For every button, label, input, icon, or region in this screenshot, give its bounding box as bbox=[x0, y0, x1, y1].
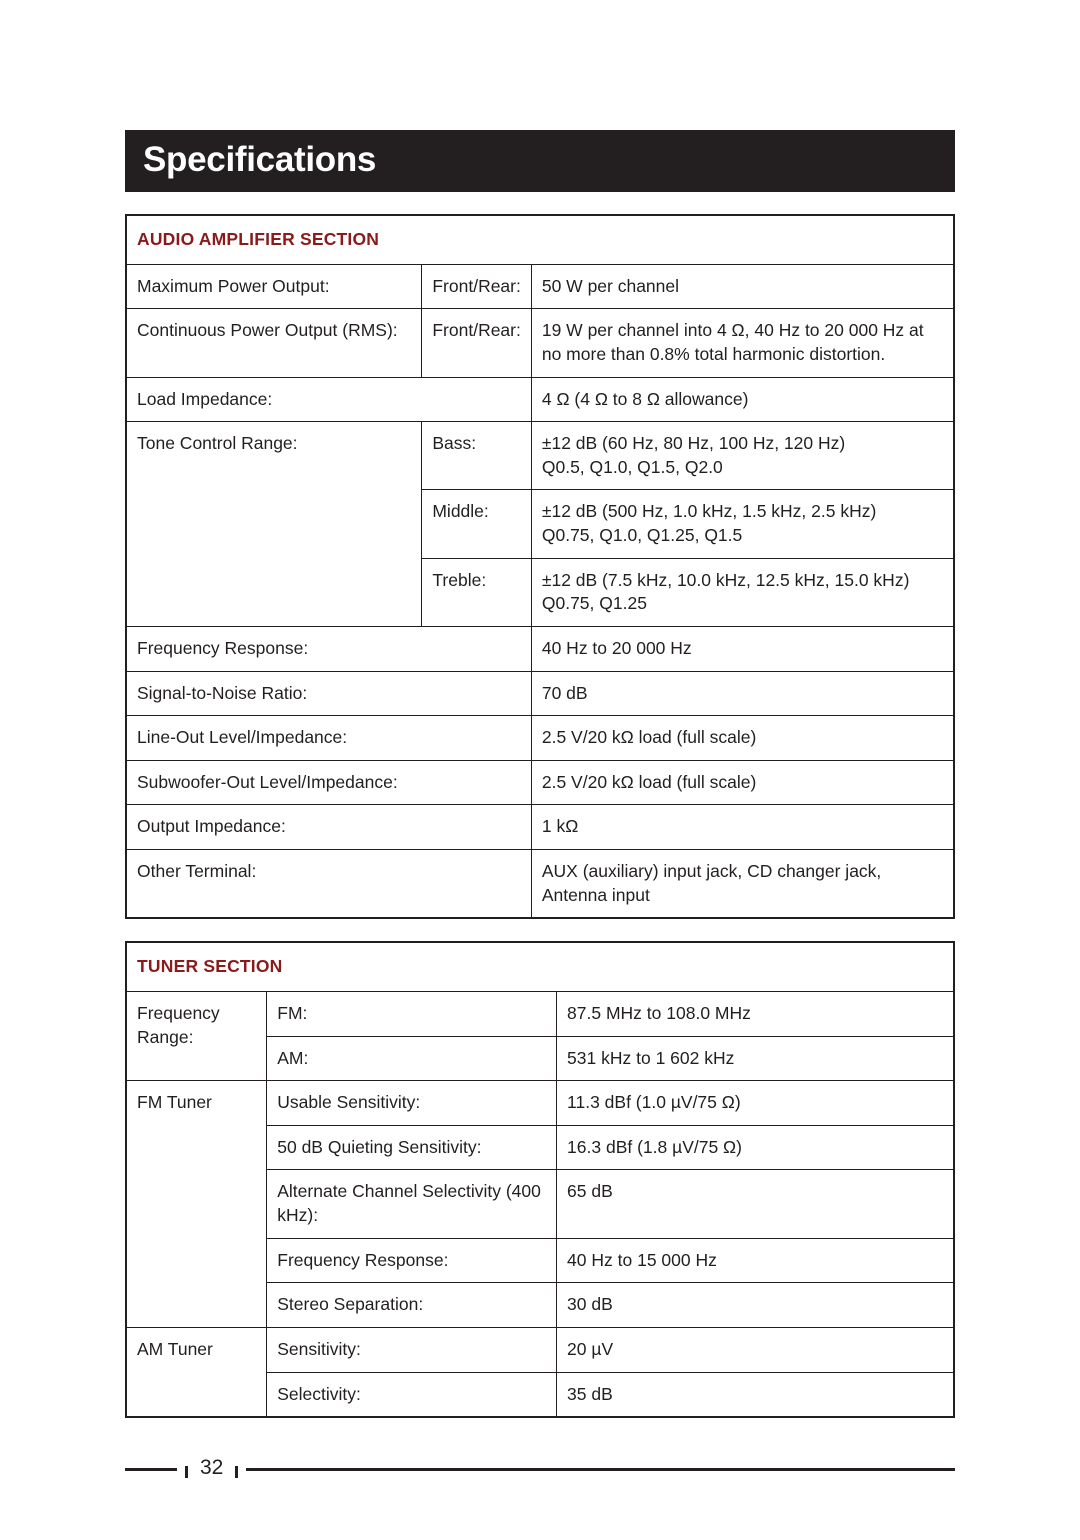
table-row: Maximum Power Output: Front/Rear: 50 W p… bbox=[126, 264, 954, 309]
spec-label: Load Impedance: bbox=[126, 377, 531, 422]
spec-label: Line-Out Level/Impedance: bbox=[126, 716, 531, 761]
table-row: AM Tuner Sensitivity: 20 µV bbox=[126, 1327, 954, 1372]
spec-qualifier: AM: bbox=[267, 1036, 557, 1081]
spec-value: 19 W per channel into 4 Ω, 40 Hz to 20 0… bbox=[531, 309, 954, 377]
table-row: Line-Out Level/Impedance: 2.5 V/20 kΩ lo… bbox=[126, 716, 954, 761]
spec-qualifier: Treble: bbox=[422, 558, 532, 626]
spec-value: ±12 dB (7.5 kHz, 10.0 kHz, 12.5 kHz, 15.… bbox=[531, 558, 954, 626]
spec-qualifier: FM: bbox=[267, 991, 557, 1036]
spec-value: 16.3 dBf (1.8 µV/75 Ω) bbox=[557, 1125, 954, 1170]
spec-value: 50 W per channel bbox=[531, 264, 954, 309]
spec-value: 30 dB bbox=[557, 1283, 954, 1328]
footer-tick-left bbox=[185, 1466, 188, 1478]
table-row: Subwoofer-Out Level/Impedance: 2.5 V/20 … bbox=[126, 760, 954, 805]
footer-rule-right bbox=[246, 1468, 955, 1471]
spec-label: FM Tuner bbox=[126, 1081, 267, 1328]
table-row: Frequency Response: 40 Hz to 20 000 Hz bbox=[126, 626, 954, 671]
spec-value: 2.5 V/20 kΩ load (full scale) bbox=[531, 760, 954, 805]
spec-value: 35 dB bbox=[557, 1372, 954, 1417]
spec-value: 1 kΩ bbox=[531, 805, 954, 850]
spec-qualifier: Frequency Response: bbox=[267, 1238, 557, 1283]
footer-tick-right bbox=[235, 1466, 238, 1478]
spec-qualifier: Sensitivity: bbox=[267, 1327, 557, 1372]
table-row: Other Terminal: AUX (auxiliary) input ja… bbox=[126, 850, 954, 919]
spec-qualifier: Selectivity: bbox=[267, 1372, 557, 1417]
spec-value: 20 µV bbox=[557, 1327, 954, 1372]
footer-rule-left bbox=[125, 1468, 177, 1471]
spec-label: Maximum Power Output: bbox=[126, 264, 422, 309]
spec-value: 40 Hz to 20 000 Hz bbox=[531, 626, 954, 671]
spec-value: 2.5 V/20 kΩ load (full scale) bbox=[531, 716, 954, 761]
spec-label: Frequency Response: bbox=[126, 626, 531, 671]
spec-qualifier: Front/Rear: bbox=[422, 309, 532, 377]
spec-label: Frequency Range: bbox=[126, 991, 267, 1080]
table-row: FM Tuner Usable Sensitivity: 11.3 dBf (1… bbox=[126, 1081, 954, 1126]
spec-qualifier: Usable Sensitivity: bbox=[267, 1081, 557, 1126]
spec-value: ±12 dB (500 Hz, 1.0 kHz, 1.5 kHz, 2.5 kH… bbox=[531, 490, 954, 558]
spec-qualifier: Middle: bbox=[422, 490, 532, 558]
spec-label: Continuous Power Output (RMS): bbox=[126, 309, 422, 377]
spec-label: Output Impedance: bbox=[126, 805, 531, 850]
spec-qualifier: Alternate Channel Selectivity (400 kHz): bbox=[267, 1170, 557, 1238]
page-number: 32 bbox=[196, 1456, 227, 1480]
spec-label: Other Terminal: bbox=[126, 850, 531, 919]
spec-value: 40 Hz to 15 000 Hz bbox=[557, 1238, 954, 1283]
spec-value: ±12 dB (60 Hz, 80 Hz, 100 Hz, 120 Hz)Q0.… bbox=[531, 422, 954, 490]
table-row: Load Impedance: 4 Ω (4 Ω to 8 Ω allowanc… bbox=[126, 377, 954, 422]
spec-value: AUX (auxiliary) input jack, CD changer j… bbox=[531, 850, 954, 919]
amplifier-table: AUDIO AMPLIFIER SECTION Maximum Power Ou… bbox=[125, 214, 955, 919]
spec-value: 87.5 MHz to 108.0 MHz bbox=[557, 991, 954, 1036]
spec-label: AM Tuner bbox=[126, 1327, 267, 1417]
page-title: Specifications bbox=[125, 130, 955, 192]
spec-qualifier: Stereo Separation: bbox=[267, 1283, 557, 1328]
tuner-header: TUNER SECTION bbox=[126, 942, 954, 991]
table-row: Continuous Power Output (RMS): Front/Rea… bbox=[126, 309, 954, 377]
spec-label: Tone Control Range: bbox=[126, 422, 422, 627]
table-row: Output Impedance: 1 kΩ bbox=[126, 805, 954, 850]
spec-qualifier: Bass: bbox=[422, 422, 532, 490]
spec-value: 4 Ω (4 Ω to 8 Ω allowance) bbox=[531, 377, 954, 422]
amplifier-header: AUDIO AMPLIFIER SECTION bbox=[126, 215, 954, 264]
spec-qualifier: Front/Rear: bbox=[422, 264, 532, 309]
spec-label: Signal-to-Noise Ratio: bbox=[126, 671, 531, 716]
table-row: Frequency Range: FM: 87.5 MHz to 108.0 M… bbox=[126, 991, 954, 1036]
spec-value: 65 dB bbox=[557, 1170, 954, 1238]
table-row: Signal-to-Noise Ratio: 70 dB bbox=[126, 671, 954, 716]
table-row: Tone Control Range: Bass: ±12 dB (60 Hz,… bbox=[126, 422, 954, 490]
spec-label: Subwoofer-Out Level/Impedance: bbox=[126, 760, 531, 805]
spec-value: 531 kHz to 1 602 kHz bbox=[557, 1036, 954, 1081]
tuner-table: TUNER SECTION Frequency Range: FM: 87.5 … bbox=[125, 941, 955, 1418]
spec-value: 11.3 dBf (1.0 µV/75 Ω) bbox=[557, 1081, 954, 1126]
page-footer: 32 bbox=[125, 1458, 955, 1480]
spec-value: 70 dB bbox=[531, 671, 954, 716]
spec-qualifier: 50 dB Quieting Sensitivity: bbox=[267, 1125, 557, 1170]
